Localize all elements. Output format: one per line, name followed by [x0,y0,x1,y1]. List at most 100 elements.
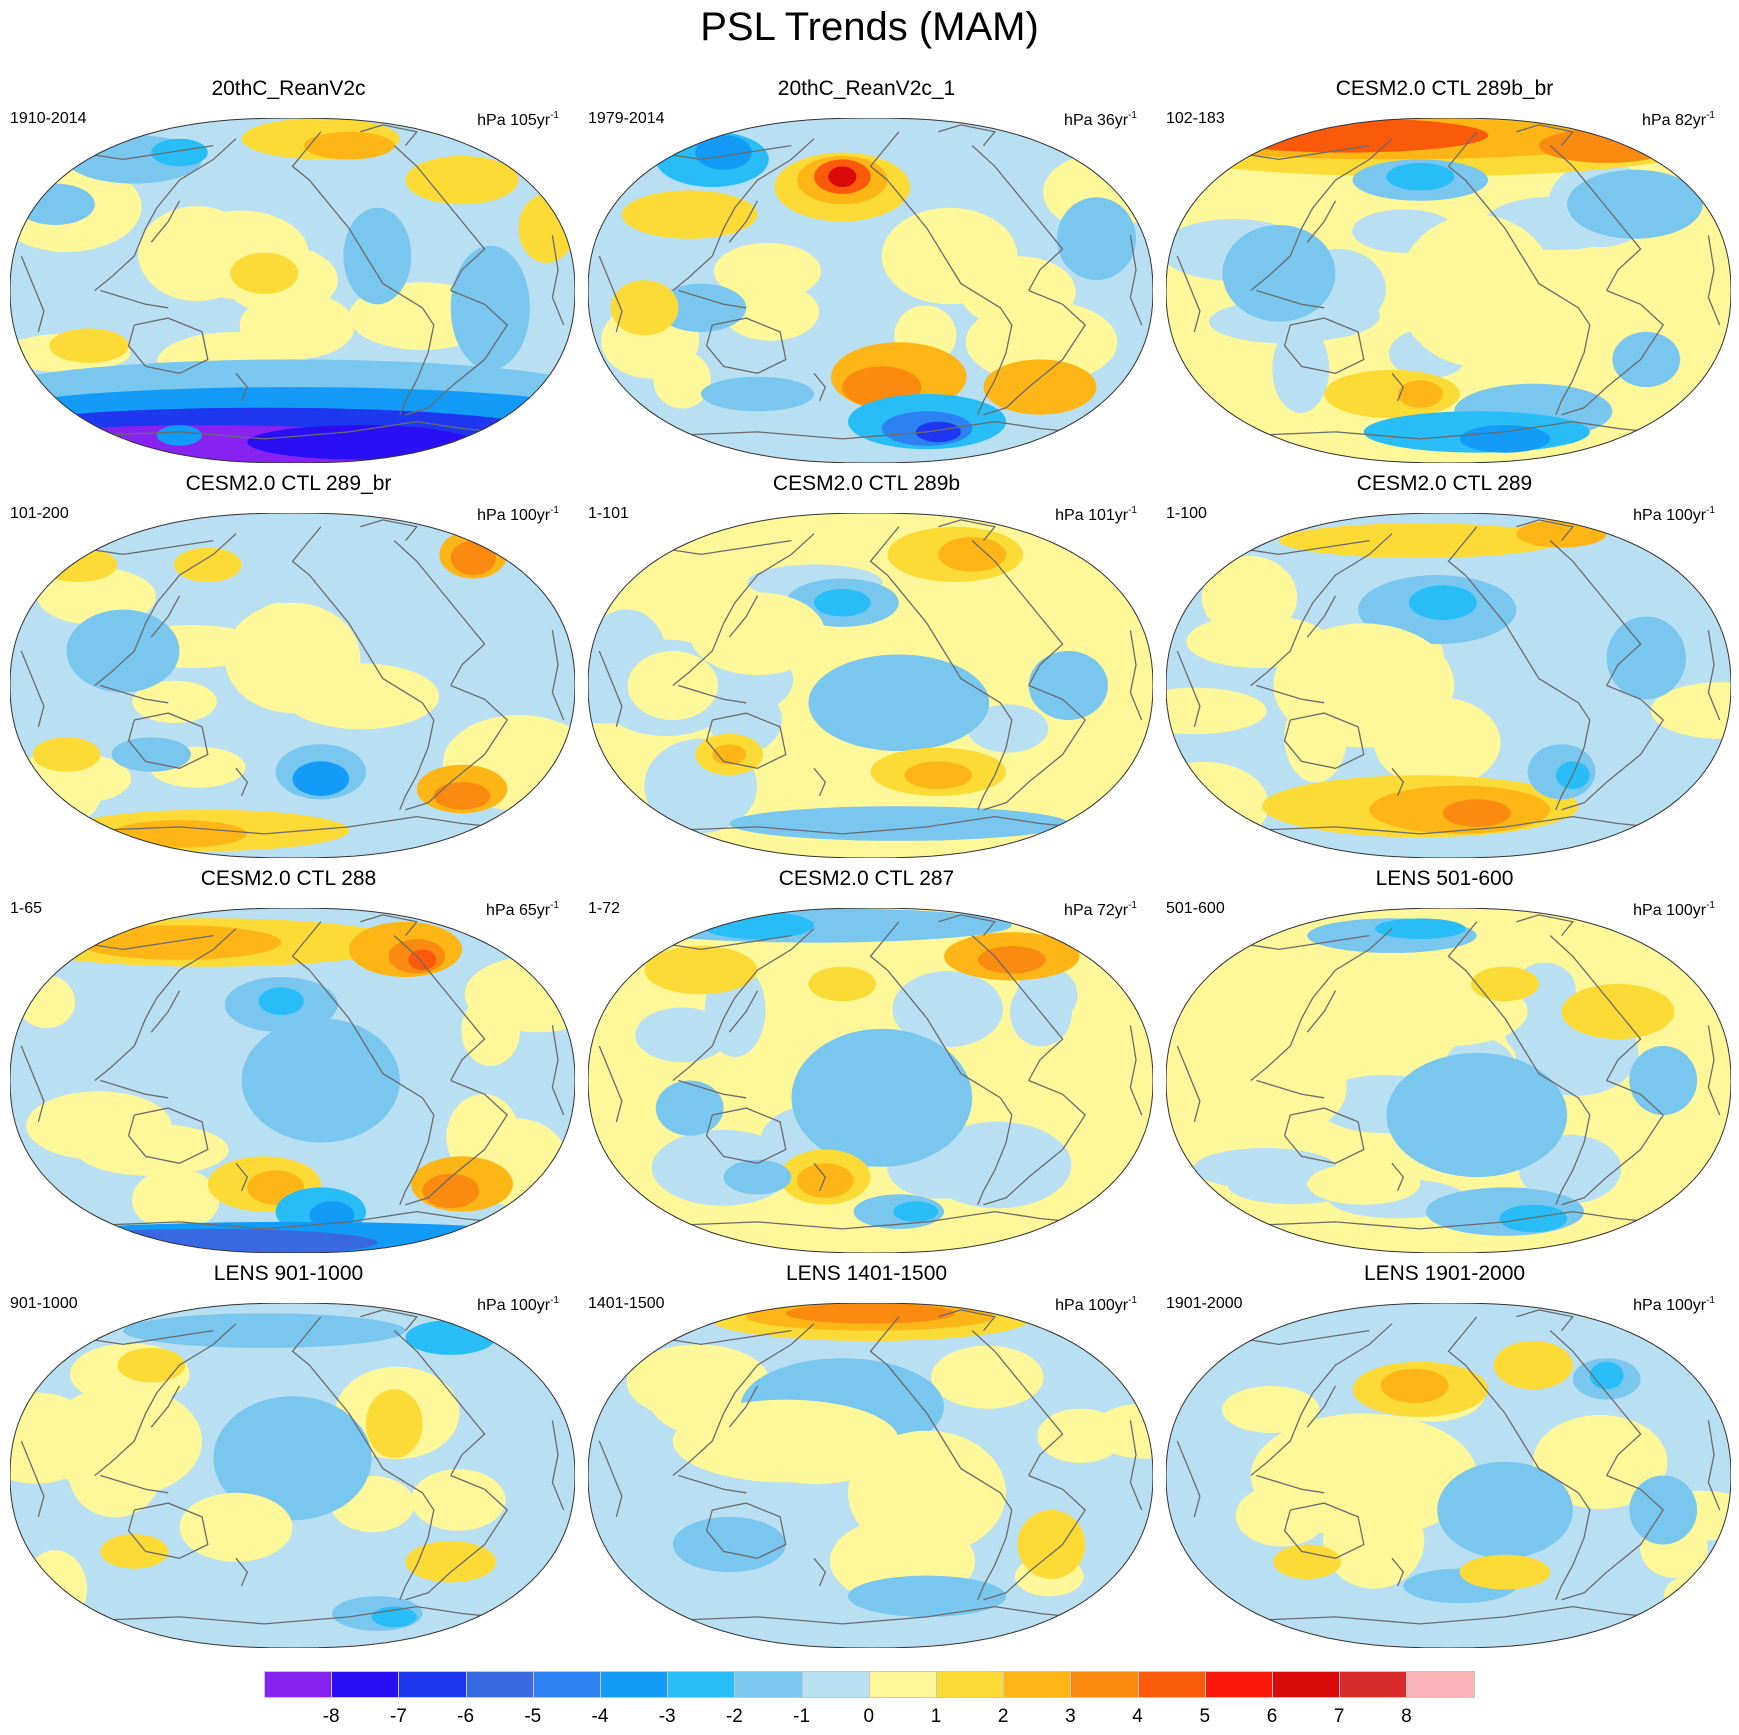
trend-contour [1205,118,1489,153]
trend-contour [1056,197,1137,281]
trend-contour [433,782,491,810]
panel-units: hPa 82yr-1 [1642,110,1715,129]
trend-contour [230,252,299,294]
trend-contour [1171,551,1217,579]
coastline [598,1440,623,1518]
map-border [588,1303,1153,1648]
trend-contour [450,540,496,576]
coastline [235,767,249,797]
trend-contour [1493,1340,1573,1390]
trend-contour [117,1347,186,1383]
coastline [1176,1440,1201,1518]
coastline [1306,1385,1337,1428]
trend-contour [66,609,180,693]
colorbar-tick-label: 4 [1132,1706,1143,1727]
trend-contour [1273,623,1455,748]
coastline [1129,1025,1143,1116]
trend-patch [965,300,1118,384]
coastline [1306,990,1337,1033]
panel-units: hPa 100yr-1 [477,505,559,524]
colorbar-swatch [936,1671,1005,1698]
coastline [94,815,530,835]
trend-contour [1459,1554,1551,1590]
colorbar-swatch [1339,1671,1408,1698]
world-map [588,908,1153,1253]
trend-contour [723,1159,792,1195]
trend-contour [422,1173,480,1209]
coastline [1250,1605,1686,1625]
coastline [705,712,787,769]
trend-contour [1459,425,1551,453]
coastline [1549,935,1642,1081]
map-border [588,908,1153,1253]
coastline [1549,145,1642,291]
panel-period: 1-65 [10,900,43,917]
coastline [971,935,1064,1081]
panel-units: hPa 100yr-1 [1055,1295,1137,1314]
map-panel: 20thC_ReanV2c_1 1979-2014 hPa 36yr-1 [578,76,1155,466]
trend-patch [831,1549,898,1587]
panel-period: 1401-1500 [588,1295,665,1312]
trend-contour [689,592,826,676]
map-border [10,513,575,858]
colorbar-swatch [868,1671,937,1698]
coastline [1555,1086,1591,1205]
panel-units: hPa 36yr-1 [1064,110,1137,129]
coastline [1129,235,1143,326]
coastline [94,420,530,440]
trend-contour [672,1399,899,1483]
coastline [977,296,1013,415]
trend-patch [132,680,217,723]
trend-contour [405,1541,496,1583]
coastline [598,1045,623,1123]
coastline [1250,1323,1393,1477]
coastline [1176,650,1201,728]
panel-period: 501-600 [1166,900,1225,917]
coastline [728,200,759,243]
world-map [588,118,1153,463]
coastline [977,1086,1013,1205]
trend-contour [1538,128,1675,163]
coastline [94,1323,237,1477]
coastline [938,1309,996,1332]
coastline [405,1474,509,1601]
trend-contour [1409,585,1477,620]
colorbar-tick-label: -6 [457,1706,475,1727]
trend-contour [808,966,877,1002]
colorbar-swatch [801,1671,870,1698]
coastline [150,990,181,1033]
coastline [1555,691,1591,810]
colorbar-swatch [398,1671,467,1698]
trend-patch [26,1091,172,1160]
colorbar-swatch [532,1671,601,1698]
colorbar-swatch [465,1671,534,1698]
panel-title: CESM2.0 CTL 289b [772,472,961,495]
coastline [1555,1481,1591,1600]
coastline [598,650,623,728]
coastline [1250,815,1686,835]
coastline [100,289,169,309]
colorbar-tick-label: 5 [1199,1706,1211,1727]
colorbar-swatch [600,1671,669,1698]
trend-contour [1222,225,1336,322]
trend-contour [258,987,304,1015]
trend-contour [156,425,203,446]
colorbar-swatch [1204,1671,1273,1698]
trend-contour [49,328,129,363]
coastline [399,296,435,415]
panel-period: 102-183 [1166,110,1225,127]
trend-contour [247,425,474,460]
coastline [360,1309,418,1332]
coastline [127,1502,209,1559]
trend-contour [1589,1361,1624,1390]
trend-contour [1017,1510,1086,1579]
world-map [1166,908,1731,1253]
coastline [94,1210,530,1230]
trend-contour [627,651,718,720]
coastline [678,289,747,309]
map-panel: LENS 1901-2000 1901-2000 hPa 100yr-1 [1156,1261,1733,1651]
map-border [1166,513,1731,858]
panel-units: hPa 105yr-1 [477,110,559,129]
trend-patch [967,704,1049,753]
trend-contour [1629,1046,1698,1115]
